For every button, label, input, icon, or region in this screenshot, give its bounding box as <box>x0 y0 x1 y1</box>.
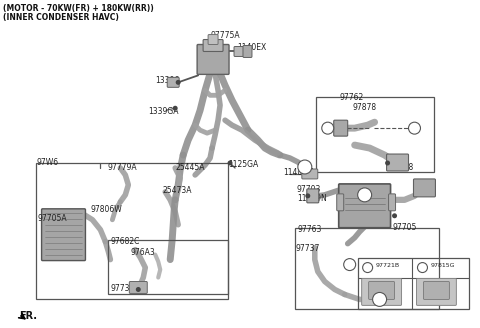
Text: 97815G: 97815G <box>431 263 455 268</box>
Circle shape <box>392 213 397 218</box>
Text: A: A <box>412 125 417 131</box>
Circle shape <box>298 160 312 174</box>
FancyBboxPatch shape <box>307 189 319 203</box>
Text: 97762: 97762 <box>340 93 364 102</box>
FancyBboxPatch shape <box>369 281 395 299</box>
Text: (INNER CONDENSER HAVC): (INNER CONDENSER HAVC) <box>3 13 119 22</box>
FancyBboxPatch shape <box>361 278 402 305</box>
Text: 1140EM: 1140EM <box>283 168 313 177</box>
Text: 1125GA: 1125GA <box>228 160 258 169</box>
Text: b: b <box>420 265 424 270</box>
Text: B: B <box>377 295 382 304</box>
Text: 97682C: 97682C <box>110 237 140 246</box>
Circle shape <box>372 293 386 306</box>
Text: B: B <box>362 190 367 199</box>
Text: 97705: 97705 <box>393 223 417 232</box>
Text: A: A <box>325 125 330 131</box>
FancyBboxPatch shape <box>129 281 147 294</box>
FancyBboxPatch shape <box>302 169 318 179</box>
Circle shape <box>173 106 178 111</box>
Circle shape <box>363 263 372 273</box>
Text: 97737: 97737 <box>110 284 135 294</box>
Text: b: b <box>348 261 352 268</box>
Text: 25473A: 25473A <box>162 186 192 195</box>
FancyBboxPatch shape <box>334 120 348 136</box>
Circle shape <box>358 188 372 202</box>
Circle shape <box>344 258 356 271</box>
Text: 97705A: 97705A <box>37 214 67 223</box>
FancyBboxPatch shape <box>389 194 396 211</box>
FancyBboxPatch shape <box>234 47 248 56</box>
FancyBboxPatch shape <box>423 281 449 299</box>
Text: a: a <box>366 265 370 270</box>
FancyBboxPatch shape <box>197 45 229 74</box>
Text: 97775A: 97775A <box>210 31 240 40</box>
Circle shape <box>322 122 334 134</box>
FancyBboxPatch shape <box>336 194 344 211</box>
Circle shape <box>408 122 420 134</box>
FancyBboxPatch shape <box>386 154 408 171</box>
FancyBboxPatch shape <box>203 40 223 51</box>
Text: 1339GA: 1339GA <box>148 107 179 116</box>
Bar <box>108 240 228 295</box>
Text: 97W6: 97W6 <box>36 158 59 167</box>
Bar <box>358 257 469 309</box>
FancyBboxPatch shape <box>167 77 179 87</box>
Circle shape <box>136 287 141 292</box>
FancyBboxPatch shape <box>413 179 435 197</box>
FancyBboxPatch shape <box>42 209 85 260</box>
Text: 97678: 97678 <box>390 163 414 172</box>
FancyBboxPatch shape <box>208 34 218 45</box>
FancyBboxPatch shape <box>339 184 391 228</box>
Text: 97806W: 97806W <box>90 205 122 214</box>
Text: 1140EX: 1140EX <box>237 43 266 51</box>
Circle shape <box>305 194 310 198</box>
Text: 97737: 97737 <box>296 244 320 253</box>
Circle shape <box>176 80 180 85</box>
Circle shape <box>385 160 390 166</box>
Circle shape <box>418 263 428 273</box>
Circle shape <box>228 160 232 166</box>
Bar <box>295 228 439 309</box>
Text: 11269N: 11269N <box>297 194 326 203</box>
Text: 97721B: 97721B <box>376 263 400 268</box>
Text: A: A <box>302 162 307 172</box>
Text: 97763: 97763 <box>298 225 322 234</box>
Text: (MOTOR - 70KW(FR) + 180KW(RR)): (MOTOR - 70KW(FR) + 180KW(RR)) <box>3 4 154 13</box>
Bar <box>316 97 434 172</box>
Text: 97878: 97878 <box>353 103 377 112</box>
Text: 97703: 97703 <box>297 185 321 194</box>
Bar <box>36 163 228 299</box>
Text: 976A3: 976A3 <box>130 248 155 256</box>
FancyBboxPatch shape <box>417 278 456 305</box>
Text: FR.: FR. <box>19 311 36 321</box>
Text: 97779A: 97779A <box>108 163 137 172</box>
Text: 25445A: 25445A <box>175 163 204 172</box>
Text: 13306: 13306 <box>155 76 180 85</box>
FancyBboxPatch shape <box>243 46 252 57</box>
